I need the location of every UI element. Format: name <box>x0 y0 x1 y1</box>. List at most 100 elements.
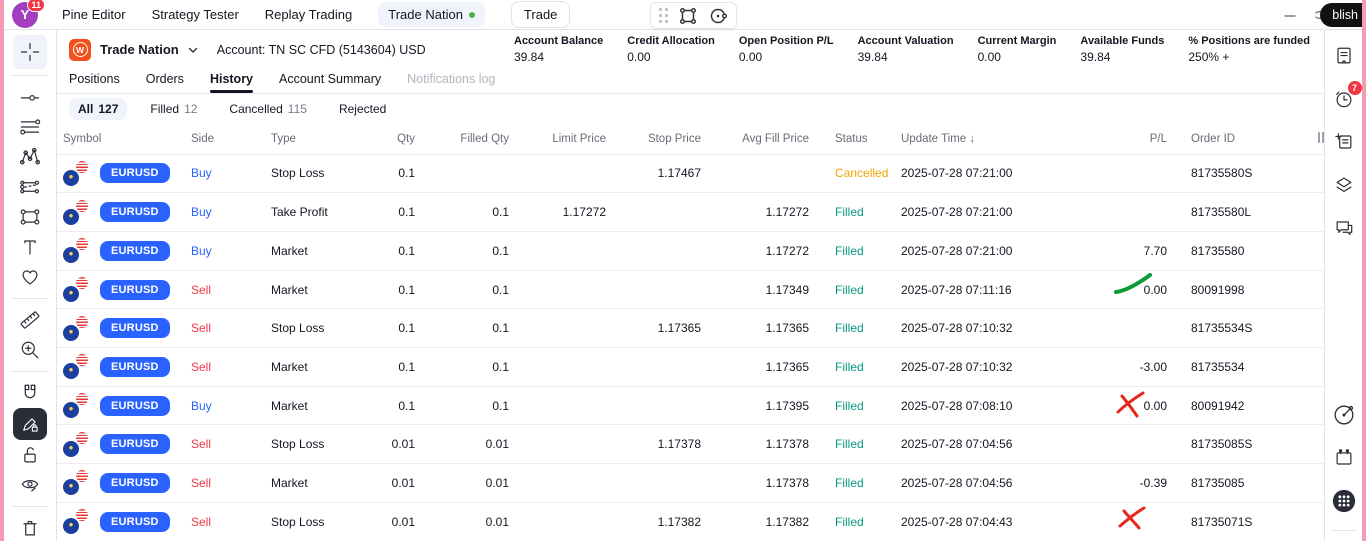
column-header-status[interactable]: Status <box>835 132 868 145</box>
table-row[interactable]: EURUSD Buy Market 0.1 0.1 1.17395 Filled 2025-0… <box>57 386 1329 425</box>
tab-notifications-log[interactable]: Notifications log <box>407 72 496 87</box>
text-tool-icon[interactable] <box>13 232 47 262</box>
trading-panel: W Trade Nation Account: TN SC CFD (51436… <box>57 30 1329 541</box>
column-header-qty[interactable]: Qty <box>397 132 415 145</box>
symbol-pill[interactable]: EURUSD <box>100 356 170 377</box>
symbol-pill[interactable]: EURUSD <box>100 279 170 300</box>
alerts-count-badge: 7 <box>1347 81 1362 95</box>
remove-drawings-trash-icon[interactable] <box>13 513 47 541</box>
ellipse-tool-icon[interactable] <box>708 6 728 26</box>
cell-order-id: 81735534 <box>1191 359 1245 374</box>
top-tab-trade[interactable]: Trade <box>510 1 571 28</box>
cell-status: Filled <box>835 437 864 452</box>
crosshair-tool[interactable] <box>13 35 47 69</box>
symbol-pill[interactable]: EURUSD <box>100 202 170 223</box>
cell-spacer <box>1285 464 1329 503</box>
top-tab-trade-nation[interactable]: Trade Nation <box>378 2 485 27</box>
ideas-target-icon[interactable] <box>1330 401 1358 429</box>
table-row[interactable]: EURUSD Sell Market 0.1 0.1 1.17349 Filled 2025-… <box>57 270 1329 309</box>
lock-all-drawings-icon[interactable] <box>13 440 47 470</box>
table-row[interactable]: EURUSD Buy Take Profit 0.1 0.1 1.17272 1.17272… <box>57 192 1329 232</box>
top-tab-label: Pine Editor <box>62 7 126 22</box>
cell-symbol: EURUSD <box>57 232 191 271</box>
chat-icon[interactable] <box>1330 214 1358 242</box>
symbol-pill[interactable]: EURUSD <box>100 511 170 532</box>
filter-filled[interactable]: Filled 12 <box>141 98 206 120</box>
column-header-filled-qty[interactable]: Filled Qty <box>460 132 509 145</box>
calendar-icon[interactable] <box>1330 444 1358 472</box>
cell-qty: 0.1 <box>398 282 415 297</box>
cell-spacer <box>1285 270 1329 309</box>
column-header-symbol[interactable]: Symbol <box>63 132 102 145</box>
rectangle-shape-tool-icon[interactable] <box>13 202 47 232</box>
eurusd-flag-icon <box>63 315 88 341</box>
projection-tool-icon[interactable] <box>13 172 47 202</box>
emoji-heart-tool-icon[interactable] <box>13 262 47 292</box>
publish-button[interactable]: blish <box>1320 3 1366 27</box>
table-row[interactable]: EURUSD Sell Market 0.1 0.1 1.17365 Filled 2025-… <box>57 347 1329 387</box>
us-flag-icon <box>76 160 88 173</box>
tab-account-summary[interactable]: Account Summary <box>279 72 382 87</box>
object-tree-icon[interactable] <box>1330 171 1358 199</box>
top-bar: Y 11 Pine Editor Strategy Tester Replay Tr… <box>0 0 1366 30</box>
tab-orders[interactable]: Orders <box>145 72 184 87</box>
symbol-pill[interactable]: EURUSD <box>100 240 170 261</box>
table-row[interactable]: EURUSD Sell Market 0.01 0.01 1.17378 Filled 202… <box>57 463 1329 503</box>
cell-update-time: 2025-07-28 07:04:56 <box>901 437 1013 452</box>
top-tab-pine-editor[interactable]: Pine Editor <box>62 7 126 22</box>
table-row[interactable]: EURUSD Sell Stop Loss 0.1 0.1 1.17365 1.17365 F… <box>57 308 1329 348</box>
tab-positions[interactable]: Positions <box>69 72 120 87</box>
fib-retracement-tool-icon[interactable] <box>13 112 47 142</box>
chevron-down-icon[interactable] <box>186 43 200 57</box>
drawing-mode-lock-button[interactable] <box>13 408 47 440</box>
top-tab-replay-trading[interactable]: Replay Trading <box>265 7 352 22</box>
pattern-tool-icon[interactable] <box>13 142 47 172</box>
column-header-stop-price[interactable]: Stop Price <box>647 132 701 145</box>
user-avatar[interactable]: Y 11 <box>12 0 45 28</box>
watchlist-icon[interactable] <box>1330 42 1358 70</box>
column-settings-icon[interactable] <box>1285 124 1329 154</box>
apps-grid-icon[interactable] <box>1330 487 1358 515</box>
column-header-avg-fill-price[interactable]: Avg Fill Price <box>742 132 809 145</box>
column-header-p-l[interactable]: P/L <box>1149 132 1167 145</box>
table-row[interactable]: EURUSD Buy Stop Loss 0.1 1.17467 Cancelled 202… <box>57 154 1329 193</box>
rectangle-tool-icon[interactable] <box>678 6 698 26</box>
filter-cancelled[interactable]: Cancelled 115 <box>220 98 316 120</box>
eu-flag-icon <box>63 518 79 535</box>
table-row[interactable]: EURUSD Sell Stop Loss 0.01 0.01 1.17378 1.1737… <box>57 424 1329 464</box>
magnet-tool-icon[interactable] <box>13 378 47 408</box>
cell-qty: 0.1 <box>398 166 415 181</box>
measure-ruler-tool-icon[interactable] <box>13 305 47 335</box>
filter-all[interactable]: All 127 <box>69 98 128 121</box>
filter-rejected[interactable]: Rejected <box>330 98 395 120</box>
column-header-type[interactable]: Type <box>271 132 296 145</box>
metric-open-position-p-l: Open Position P/L 0.00 <box>739 35 834 64</box>
cell-symbol: EURUSD <box>57 154 191 193</box>
metric--positions-are-funded: % Positions are funded 250% + <box>1188 35 1310 64</box>
column-header-update-time-[interactable]: Update Time ↓ <box>901 132 976 145</box>
top-tab-strategy-tester[interactable]: Strategy Tester <box>152 7 239 22</box>
drag-handle-icon[interactable] <box>659 8 668 23</box>
tab-history[interactable]: History <box>209 69 254 93</box>
column-header-side[interactable]: Side <box>191 132 215 145</box>
alerts-icon[interactable]: 7 <box>1330 81 1362 113</box>
table-row[interactable]: EURUSD Sell Stop Loss 0.01 0.01 1.17382 1.1738… <box>57 502 1329 541</box>
trend-line-tool-icon[interactable] <box>13 82 47 112</box>
symbol-pill[interactable]: EURUSD <box>100 318 170 339</box>
symbol-pill[interactable]: EURUSD <box>100 472 170 493</box>
table-row[interactable]: EURUSD Buy Market 0.1 0.1 1.17272 Filled 2025-0… <box>57 231 1329 271</box>
symbol-cell: EURUSD <box>63 277 191 303</box>
avatar-initial: Y <box>20 7 30 22</box>
notes-add-icon[interactable] <box>1330 128 1358 156</box>
account-metrics: Account Balance 39.84 Credit Allocation 0.0… <box>514 35 1314 64</box>
column-header-order-id[interactable]: Order ID <box>1191 132 1236 145</box>
symbol-pill[interactable]: EURUSD <box>100 434 170 455</box>
hide-drawings-eye-icon[interactable] <box>13 470 47 500</box>
eu-flag-icon <box>63 286 79 303</box>
symbol-pill[interactable]: EURUSD <box>100 163 170 184</box>
column-header-limit-price[interactable]: Limit Price <box>552 132 606 145</box>
symbol-pill[interactable]: EURUSD <box>100 395 170 416</box>
minimize-icon[interactable] <box>1282 7 1298 23</box>
zoom-in-tool-icon[interactable] <box>13 335 47 365</box>
eurusd-flag-icon <box>63 199 88 225</box>
